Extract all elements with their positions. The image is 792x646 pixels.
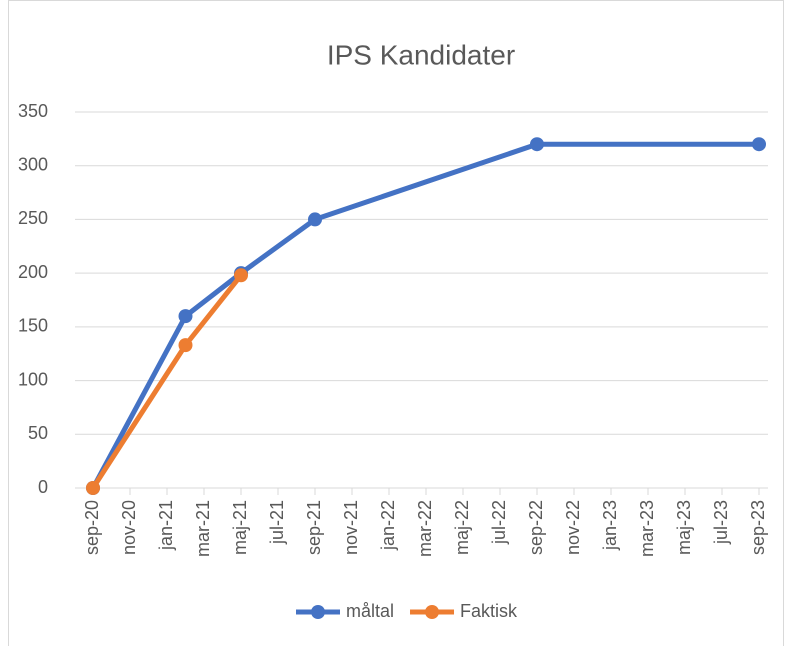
y-tick-label: 300 xyxy=(18,154,48,174)
x-tick-label: mar-23 xyxy=(637,500,657,557)
legend-marker xyxy=(425,605,440,619)
x-tick-label: mar-22 xyxy=(415,500,435,557)
y-tick-label: 100 xyxy=(18,369,48,389)
chart-frame xyxy=(8,0,784,646)
x-tick-label: jan-22 xyxy=(378,500,398,551)
y-tick-label: 150 xyxy=(18,316,48,336)
x-tick-label: jan-23 xyxy=(600,500,620,551)
y-tick-label: 350 xyxy=(18,101,48,121)
point xyxy=(234,268,248,283)
x-tick-label: jan-21 xyxy=(156,500,176,551)
y-tick-label: 0 xyxy=(38,477,48,497)
x-tick-label: sep-23 xyxy=(748,500,768,555)
x-tick-label: jul-22 xyxy=(489,500,509,545)
y-tick-label: 250 xyxy=(18,208,48,228)
legend-marker xyxy=(311,605,325,619)
series-line xyxy=(90,141,759,490)
legend-label: måltal xyxy=(346,601,394,621)
x-tick-label: maj-21 xyxy=(230,500,250,555)
x-tick-label: nov-21 xyxy=(341,500,361,555)
point xyxy=(752,137,766,152)
point xyxy=(86,481,100,495)
x-tick-label: sep-22 xyxy=(526,500,546,555)
x-tick-label: maj-22 xyxy=(452,500,472,555)
x-tick-label: mar-21 xyxy=(193,500,213,557)
point xyxy=(178,338,193,353)
point xyxy=(178,309,193,324)
x-tick-label: maj-23 xyxy=(674,500,694,555)
x-tick-label: nov-20 xyxy=(119,500,139,555)
y-tick-label: 200 xyxy=(18,262,48,282)
x-tick-label: sep-21 xyxy=(304,500,324,555)
point xyxy=(530,137,544,152)
x-tick-label: jul-23 xyxy=(711,500,731,545)
x-tick-label: sep-20 xyxy=(82,500,102,555)
x-tick-label: nov-22 xyxy=(563,500,583,555)
chart-title: IPS Kandidater xyxy=(327,39,515,70)
x-tick-label: jul-21 xyxy=(267,500,287,545)
legend-label: Faktisk xyxy=(460,601,518,621)
point xyxy=(308,212,322,227)
y-tick-label: 50 xyxy=(28,423,48,443)
